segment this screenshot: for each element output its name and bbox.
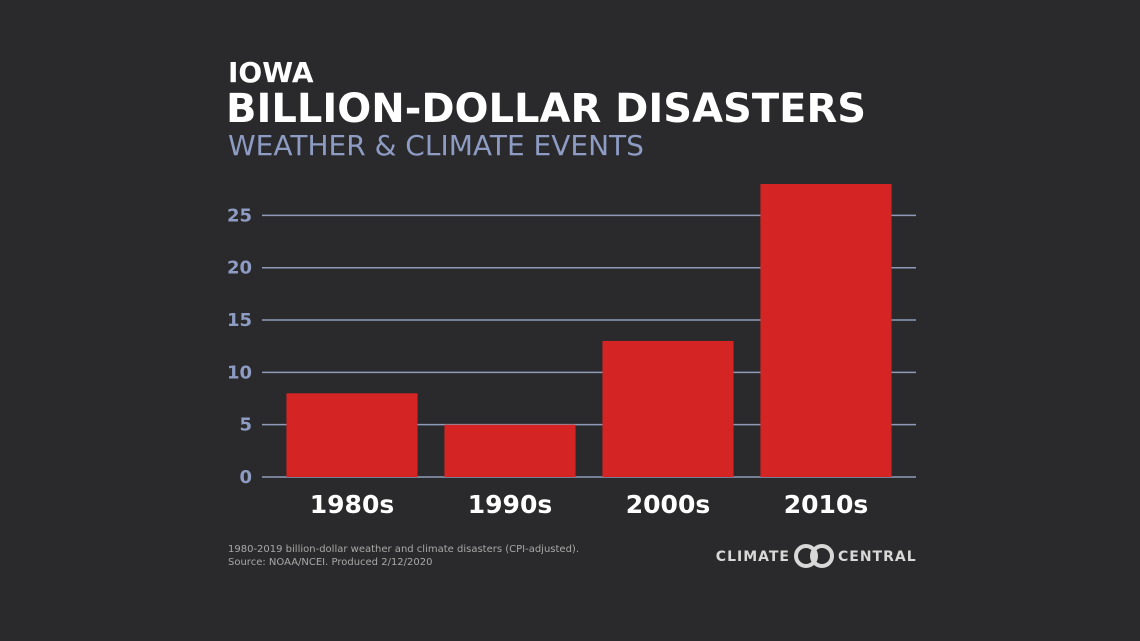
logo-icon	[810, 544, 834, 568]
chart-title: BILLION-DOLLAR DISASTERS	[226, 86, 866, 132]
x-tick-label: 1980s	[310, 490, 394, 519]
x-tick-label: 1990s	[468, 490, 552, 519]
bar	[760, 184, 892, 477]
y-tick-label: 5	[239, 415, 252, 436]
logo-text: CENTRAL	[838, 549, 917, 565]
footnote: 1980-2019 billion-dollar weather and cli…	[228, 544, 579, 555]
bar	[286, 393, 418, 477]
bar	[602, 340, 734, 477]
y-tick-label: 20	[227, 258, 252, 279]
x-tick-label: 2000s	[626, 490, 710, 519]
y-tick-label: 15	[227, 310, 252, 331]
x-tick-label: 2010s	[784, 490, 868, 519]
logo-icon	[794, 544, 818, 568]
footnote: Source: NOAA/NCEI. Produced 2/12/2020	[228, 557, 433, 568]
chart-subtitle: WEATHER & CLIMATE EVENTS	[228, 129, 644, 162]
y-tick-label: 25	[227, 205, 252, 226]
logo-text: CLIMATE	[716, 549, 790, 565]
y-tick-label: 0	[239, 467, 252, 488]
bar	[444, 424, 576, 477]
y-tick-label: 10	[227, 362, 252, 383]
chart-supertitle: IOWA	[228, 56, 314, 89]
